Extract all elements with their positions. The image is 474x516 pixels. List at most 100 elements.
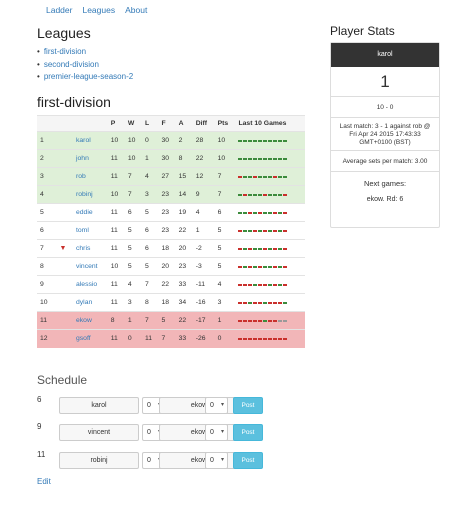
pos-cell-text: 6 bbox=[40, 227, 44, 234]
played-cell-text: 11 bbox=[110, 281, 118, 288]
win-mark bbox=[278, 212, 283, 214]
league-item: premier-league-season-2 bbox=[37, 71, 133, 84]
win-mark bbox=[258, 158, 263, 160]
loss-mark bbox=[243, 194, 248, 196]
won-cell: 7 bbox=[124, 185, 142, 204]
player-name-cell-text: rob bbox=[76, 173, 86, 180]
points-cell-text: 7 bbox=[217, 173, 222, 180]
played-cell-text: 11 bbox=[110, 335, 118, 343]
player-name-cell[interactable]: toml bbox=[73, 221, 108, 240]
away-score-value: 0 bbox=[210, 429, 214, 436]
against-cell-text: 19 bbox=[178, 209, 187, 216]
post-button[interactable]: Post bbox=[233, 424, 263, 441]
win-mark bbox=[268, 194, 273, 196]
for-cell: 22 bbox=[158, 275, 176, 294]
win-mark bbox=[253, 158, 258, 160]
movement-cell: ▼ bbox=[53, 239, 73, 258]
points-cell-text: 4 bbox=[217, 281, 222, 288]
player-name-cell[interactable]: karol bbox=[73, 131, 108, 150]
diff-cell: -16 bbox=[192, 293, 215, 312]
pos-cell-text: 5 bbox=[40, 209, 44, 216]
last10-sparkline bbox=[238, 212, 288, 214]
points-cell-text: 10 bbox=[217, 155, 226, 162]
player-name-cell[interactable]: dylan bbox=[73, 293, 108, 312]
last10-sparkline bbox=[238, 248, 288, 250]
league-link-first-division[interactable]: first-division bbox=[43, 47, 87, 56]
loss-mark bbox=[268, 302, 273, 304]
player-name-cell-text: toml bbox=[76, 227, 89, 234]
player-name-cell[interactable]: ekow bbox=[73, 311, 108, 330]
post-button[interactable]: Post bbox=[233, 397, 263, 414]
for-cell-text: 30 bbox=[161, 155, 170, 162]
player-name-cell[interactable]: vincent bbox=[73, 257, 108, 276]
nav-ladder-link[interactable]: Ladder bbox=[46, 5, 73, 15]
diff-cell-text: 9 bbox=[195, 191, 200, 198]
loss-mark bbox=[253, 176, 258, 178]
lost-cell-text: 7 bbox=[144, 281, 149, 288]
table-row: 5 eddie 11 6 5 23 19 4 6 bbox=[37, 203, 305, 222]
points-cell: 3 bbox=[214, 293, 236, 312]
away-score-select[interactable]: 0 ▾ bbox=[205, 397, 228, 414]
win-mark bbox=[278, 284, 283, 286]
loss-mark bbox=[278, 338, 283, 341]
player-name-cell[interactable]: eddie bbox=[73, 203, 108, 222]
against-cell: 20 bbox=[175, 239, 193, 258]
points-cell-text: 10 bbox=[217, 137, 226, 144]
player-name-cell[interactable]: gsoff bbox=[73, 329, 108, 348]
league-item: second-division bbox=[37, 59, 133, 72]
points-cell-text: 5 bbox=[217, 227, 222, 234]
pos-cell: 4 bbox=[37, 185, 53, 204]
loss-mark bbox=[253, 230, 258, 232]
for-cell: 30 bbox=[158, 131, 176, 150]
won-cell: 10 bbox=[124, 131, 142, 150]
win-mark bbox=[263, 140, 268, 142]
diff-cell: -3 bbox=[192, 257, 215, 276]
edit-link[interactable]: Edit bbox=[37, 477, 51, 486]
win-mark bbox=[278, 230, 283, 232]
last10-cell bbox=[235, 221, 305, 240]
win-mark bbox=[243, 212, 248, 214]
player-name-cell-text: robinj bbox=[76, 191, 93, 198]
win-mark bbox=[263, 176, 268, 178]
player-name-cell[interactable]: rob bbox=[73, 167, 108, 186]
lost-cell: 4 bbox=[141, 167, 159, 186]
win-mark bbox=[258, 248, 263, 250]
movement-cell bbox=[53, 131, 73, 150]
away-score-select[interactable]: 0 ▾ bbox=[205, 452, 228, 469]
player-name-cell[interactable]: john bbox=[73, 149, 108, 168]
win-mark bbox=[278, 176, 283, 178]
player-name-cell-text: chris bbox=[76, 245, 91, 252]
league-link-second-division[interactable]: second-division bbox=[43, 59, 99, 69]
pos-cell-text: 9 bbox=[40, 281, 44, 288]
nav-about-link[interactable]: About bbox=[125, 5, 148, 15]
nav-leagues-link[interactable]: Leagues bbox=[82, 5, 116, 15]
win-mark bbox=[263, 158, 268, 160]
away-score-select[interactable]: 0 ▾ bbox=[205, 424, 228, 441]
player-name-cell[interactable]: chris bbox=[73, 239, 108, 258]
player-name-cell[interactable]: robinj bbox=[73, 185, 108, 204]
won-cell-text: 10 bbox=[127, 137, 136, 144]
played-cell: 11 bbox=[107, 203, 125, 222]
league-link-premier-league[interactable]: premier-league-season-2 bbox=[43, 72, 134, 81]
loss-mark bbox=[238, 302, 243, 304]
last10-sparkline bbox=[238, 176, 288, 178]
league-list: first-division second-division premier-l… bbox=[37, 46, 133, 84]
table-row: 8 vincent 10 5 5 20 23 -3 5 bbox=[37, 257, 305, 276]
pos-cell: 9 bbox=[37, 275, 53, 294]
win-mark bbox=[268, 284, 273, 286]
col-header-points: Pts bbox=[214, 115, 236, 132]
movement-cell bbox=[53, 293, 73, 312]
win-mark bbox=[248, 194, 253, 196]
against-cell-text: 2 bbox=[178, 137, 183, 144]
diff-cell-text: 1 bbox=[195, 227, 200, 234]
loss-mark bbox=[248, 212, 253, 214]
loss-mark bbox=[273, 248, 278, 250]
movement-cell bbox=[53, 149, 73, 168]
player-name-cell[interactable]: alessio bbox=[73, 275, 108, 294]
win-mark bbox=[253, 284, 258, 286]
diff-cell: -17 bbox=[192, 311, 215, 330]
pos-cell-text: 11 bbox=[40, 317, 48, 324]
post-button[interactable]: Post bbox=[233, 452, 263, 469]
win-mark bbox=[263, 320, 268, 322]
player-name-cell-text: gsoff bbox=[76, 335, 91, 343]
